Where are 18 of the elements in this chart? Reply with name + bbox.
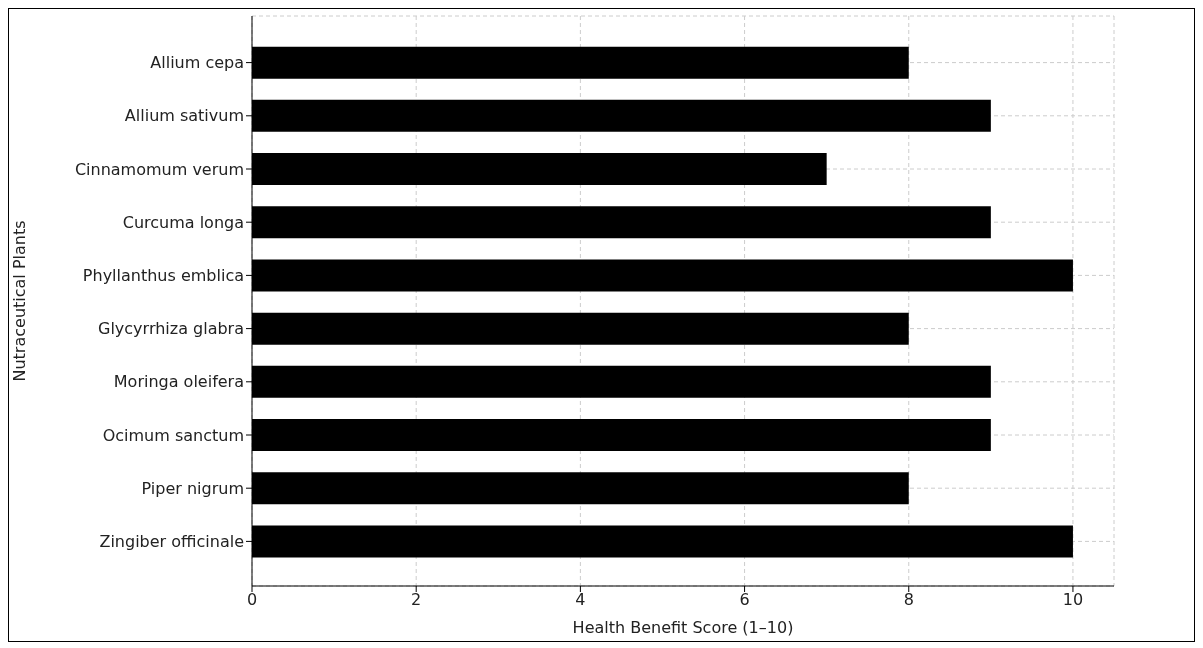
y-tick-label: Allium sativum [124, 106, 244, 126]
y-tick-label: Curcuma longa [122, 212, 244, 232]
x-tick-label: 6 [739, 590, 750, 610]
x-tick-label: 4 [575, 590, 586, 610]
y-tick-label: Cinnamomum verum [74, 159, 244, 179]
y-tick-label: Moringa oleifera [113, 372, 244, 392]
x-tick-label: 8 [903, 590, 914, 610]
y-axis-title: Nutraceutical Plants [9, 220, 29, 382]
y-tick-label: Allium cepa [150, 53, 244, 73]
y-tick-label: Piper nigrum [141, 478, 244, 498]
y-tick-label: Glycyrrhiza glabra [98, 319, 244, 339]
x-tick-label: 10 [1062, 590, 1084, 610]
y-tick-label: Phyllanthus emblica [82, 266, 244, 286]
x-tick-label: 2 [411, 590, 422, 610]
x-axis-title: Health Benefit Score (1–10) [572, 618, 794, 637]
y-tick-label: Zingiber officinale [99, 532, 244, 552]
x-tick-label: 0 [246, 590, 258, 610]
y-tick-label: Ocimum sanctum [102, 425, 244, 445]
